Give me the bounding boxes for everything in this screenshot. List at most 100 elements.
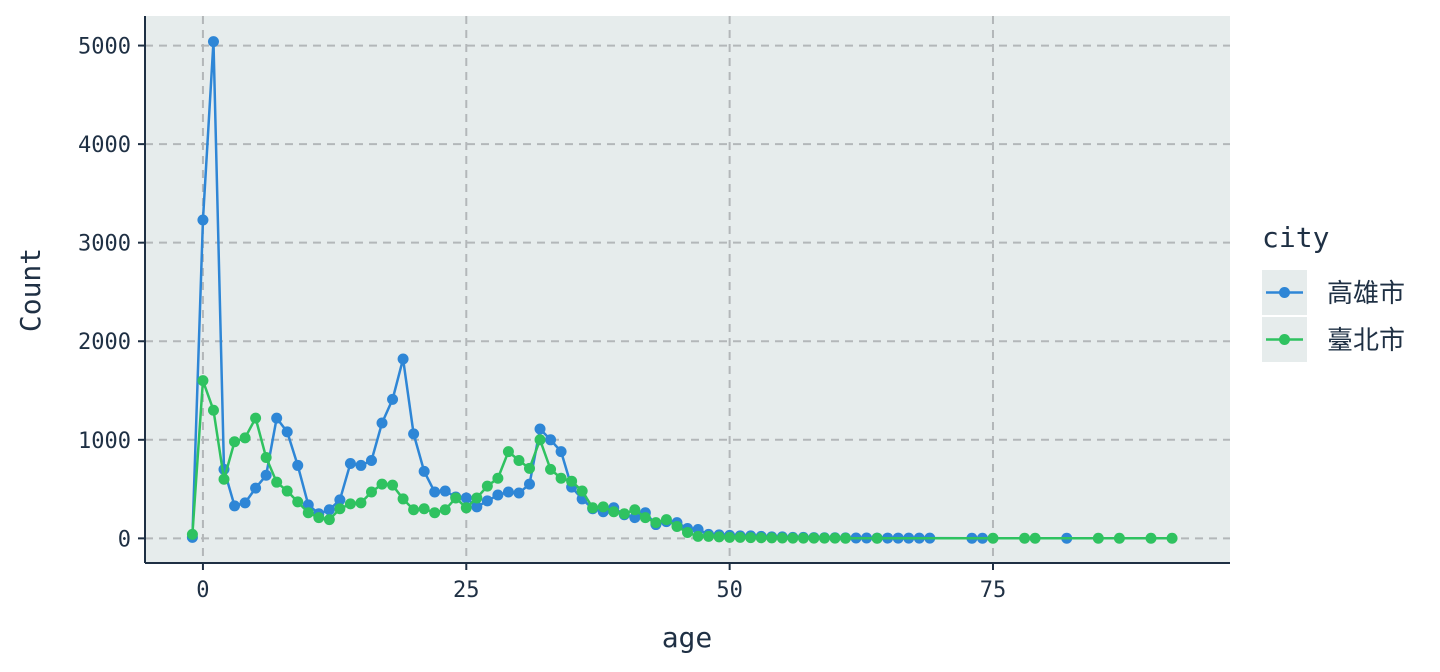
data-point (460, 492, 472, 504)
data-point (218, 473, 230, 485)
data-point (713, 531, 725, 543)
legend-label: 高雄市 (1327, 279, 1405, 309)
data-point (829, 532, 841, 544)
data-point (808, 532, 820, 544)
x-tick-label: 25 (453, 578, 480, 603)
data-point (766, 532, 778, 544)
data-point (260, 469, 272, 481)
data-point (355, 459, 367, 471)
data-point (555, 472, 567, 484)
data-point (302, 507, 314, 519)
data-point (734, 531, 746, 543)
data-point (671, 521, 683, 533)
legend-item: 臺北市 (1262, 317, 1405, 362)
data-point (534, 423, 546, 435)
data-point (197, 214, 209, 226)
data-point (229, 436, 241, 448)
data-point (534, 434, 546, 446)
data-point (481, 495, 493, 507)
data-point (987, 532, 999, 544)
data-point (365, 454, 377, 466)
series-2 (186, 375, 1178, 544)
data-point (418, 465, 430, 477)
data-point (597, 501, 609, 513)
data-point (629, 504, 641, 516)
y-tick-label: 5000 (78, 35, 131, 60)
panel-background (145, 16, 1230, 563)
data-point (460, 502, 472, 514)
data-point (323, 514, 335, 526)
data-point (387, 479, 399, 491)
data-point (787, 532, 799, 544)
data-point (355, 497, 367, 509)
data-point (650, 517, 662, 529)
data-point (1166, 532, 1178, 544)
y-tick-label: 2000 (78, 330, 131, 355)
data-point (523, 478, 535, 490)
legend-key-point (1279, 334, 1290, 345)
data-point (502, 446, 514, 458)
data-point (692, 530, 704, 542)
y-tick-label: 0 (118, 527, 131, 552)
data-point (344, 498, 356, 510)
data-point (797, 532, 809, 544)
data-point (344, 457, 356, 469)
data-point (1019, 532, 1031, 544)
x-tick-label: 50 (716, 578, 743, 603)
data-point (629, 512, 641, 524)
data-point (776, 532, 788, 544)
data-point (376, 478, 388, 490)
data-point (281, 426, 293, 438)
data-point (197, 375, 209, 387)
data-point (703, 530, 715, 542)
data-point (660, 514, 672, 526)
y-tick-label: 3000 (78, 232, 131, 257)
data-point (639, 512, 651, 524)
data-point (513, 487, 525, 499)
y-tick-label: 1000 (78, 429, 131, 454)
data-point (397, 493, 409, 505)
data-point (292, 459, 304, 471)
data-point (260, 452, 272, 464)
y-tick-label: 4000 (78, 133, 131, 158)
data-point (387, 393, 399, 405)
data-point (334, 494, 346, 506)
data-point (186, 528, 198, 540)
data-point (207, 36, 219, 48)
data-point (576, 485, 588, 497)
data-point (513, 454, 525, 466)
data-point (471, 501, 483, 513)
data-point (492, 489, 504, 501)
data-point (376, 417, 388, 429)
data-point (1029, 532, 1041, 544)
data-point (587, 502, 599, 514)
data-point (271, 476, 283, 488)
data-point (281, 485, 293, 497)
data-point (545, 463, 557, 475)
data-point (313, 512, 325, 524)
data-point (365, 486, 377, 498)
data-point (871, 532, 883, 544)
data-point (271, 412, 283, 424)
data-point (566, 475, 578, 487)
data-point (408, 428, 420, 440)
legend-title: city (1262, 221, 1329, 254)
x-axis-title: age (662, 621, 713, 654)
data-point (250, 412, 262, 424)
data-point (1092, 532, 1104, 544)
data-point (408, 504, 420, 516)
legend-item: 高雄市 (1262, 270, 1405, 315)
data-point (471, 492, 483, 504)
data-point (492, 472, 504, 484)
data-point (545, 434, 557, 446)
data-point (418, 503, 430, 515)
data-point (618, 508, 630, 520)
data-point (250, 482, 262, 494)
data-point (818, 532, 830, 544)
data-point (207, 404, 219, 416)
data-point (302, 499, 314, 511)
legend-key-point (1279, 287, 1290, 298)
data-point (502, 486, 514, 498)
data-point (1145, 532, 1157, 544)
